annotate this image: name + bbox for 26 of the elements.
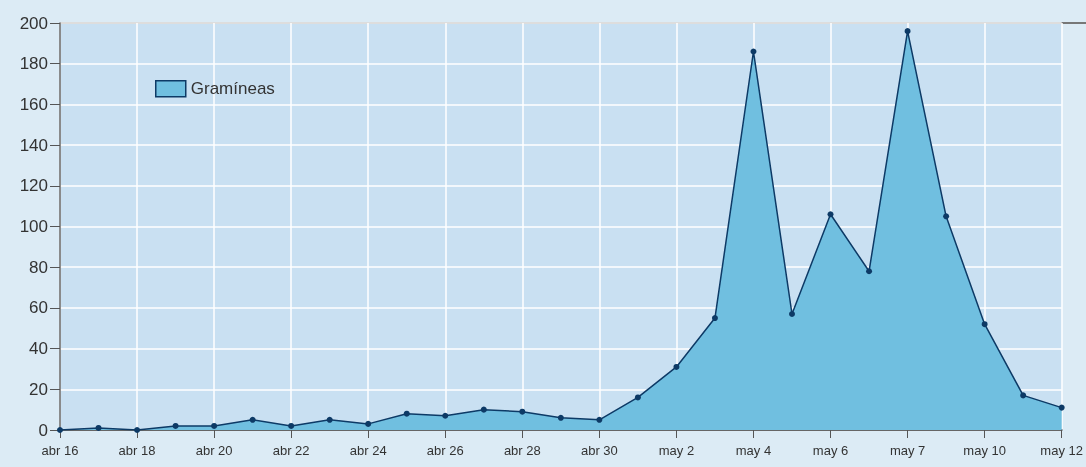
x-tick-label: may 12: [1040, 443, 1083, 458]
x-tick-label: abr 18: [118, 443, 156, 458]
y-tick-label: 40: [29, 339, 48, 359]
y-tick-label: 120: [19, 176, 48, 196]
legend-label: Gramíneas: [190, 79, 275, 99]
x-tick-label: may 4: [735, 443, 772, 458]
y-tick-label: 160: [19, 94, 48, 114]
y-tick-label: 60: [29, 298, 48, 318]
x-tick-label: abr 28: [503, 443, 541, 458]
y-tick-label: 180: [19, 54, 48, 74]
y-tick-label: 80: [29, 257, 48, 277]
y-tick-label: 0: [38, 420, 48, 440]
x-tick-label: abr 22: [272, 443, 310, 458]
y-tick-label: 20: [29, 379, 48, 399]
y-tick-label: 200: [19, 13, 48, 33]
x-tick-label: may 10: [963, 443, 1006, 458]
x-tick-label: abr 20: [195, 443, 233, 458]
x-tick-label: abr 16: [41, 443, 79, 458]
x-tick-label: may 7: [889, 443, 926, 458]
x-tick-label: may 2: [658, 443, 695, 458]
x-tick-label: abr 30: [580, 443, 618, 458]
x-tick-label: abr 26: [426, 443, 464, 458]
y-tick-label: 140: [19, 135, 48, 155]
y-tick-label: 100: [19, 217, 48, 236]
x-tick-label: may 6: [812, 443, 849, 458]
x-tick-label: abr 24: [349, 443, 387, 458]
